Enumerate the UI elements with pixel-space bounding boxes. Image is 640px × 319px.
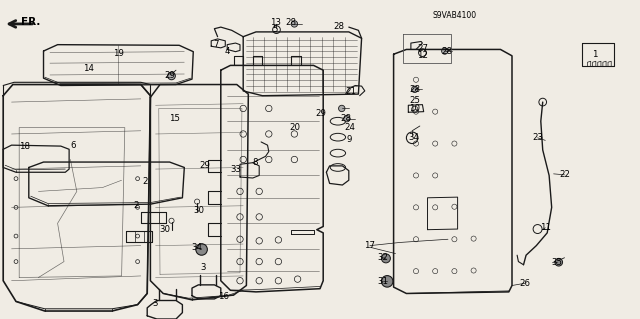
Ellipse shape [291,21,298,27]
Text: 28: 28 [340,114,351,122]
Text: 29: 29 [200,161,210,170]
Text: 24: 24 [344,123,355,132]
Text: 28: 28 [333,22,345,31]
Text: 7: 7 [214,40,219,49]
Text: 29: 29 [316,109,326,118]
Text: 10: 10 [409,104,420,113]
Text: 34: 34 [191,243,203,252]
Text: 26: 26 [519,279,531,288]
Text: 2: 2 [133,201,138,210]
Text: FR.: FR. [21,17,40,27]
Text: 23: 23 [532,133,543,142]
Text: 33: 33 [230,165,241,174]
Text: 28: 28 [285,19,297,27]
Text: 28: 28 [441,47,452,56]
Text: 30: 30 [193,206,204,215]
Text: 16: 16 [218,292,230,301]
Text: 30: 30 [159,225,171,234]
Text: 11: 11 [540,223,551,232]
Text: 19: 19 [113,49,124,58]
Text: 1: 1 [593,50,598,59]
Text: 27: 27 [417,44,428,53]
Text: 14: 14 [83,64,94,73]
Text: 4: 4 [225,47,230,56]
Text: 9: 9 [347,135,352,144]
Text: S9VAB4100: S9VAB4100 [433,11,476,20]
Ellipse shape [196,244,207,255]
Text: 8: 8 [252,158,257,167]
Text: 3: 3 [201,263,206,272]
Text: 34: 34 [408,133,419,142]
Ellipse shape [381,254,390,263]
Text: 13: 13 [269,19,281,27]
Text: 21: 21 [345,87,356,96]
Ellipse shape [442,48,448,54]
Text: 17: 17 [364,241,376,250]
Text: 6: 6 [71,141,76,150]
Ellipse shape [339,105,345,112]
Text: 22: 22 [559,170,570,179]
Ellipse shape [381,276,393,287]
Ellipse shape [412,86,418,93]
Text: 28: 28 [409,85,420,94]
Text: 18: 18 [19,142,30,151]
Ellipse shape [555,258,563,266]
Ellipse shape [168,72,175,80]
Text: 32: 32 [377,253,388,262]
Ellipse shape [344,115,350,122]
Text: 15: 15 [169,114,180,122]
Text: 29: 29 [164,71,175,80]
Text: 35: 35 [551,258,563,267]
Text: 25: 25 [409,96,420,105]
Text: 2: 2 [143,177,148,186]
Text: 12: 12 [417,51,428,60]
Text: 3: 3 [152,299,157,308]
Text: 20: 20 [289,123,300,132]
Text: 31: 31 [377,277,388,286]
Text: 5: 5 [273,25,278,34]
